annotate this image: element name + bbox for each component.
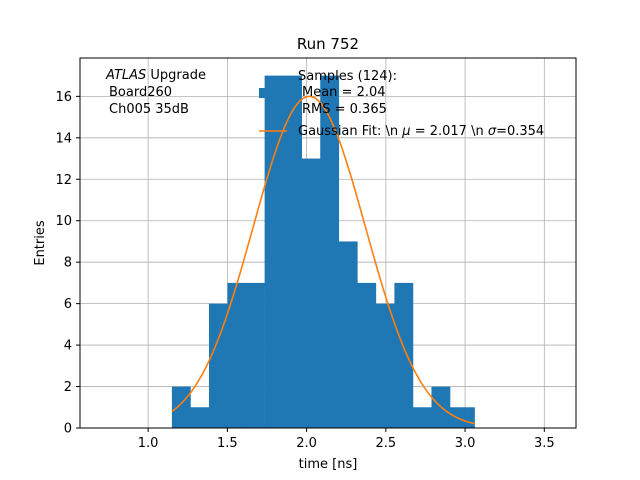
histogram-bar: [450, 407, 469, 428]
y-tick-label: 6: [64, 297, 72, 312]
chart-title: Run 752: [297, 35, 359, 53]
annotation-line-2: Board260: [109, 85, 172, 100]
y-axis-label: Entries: [33, 220, 48, 266]
legend-fit-sigma: σ: [488, 124, 497, 139]
histogram-bar: [394, 282, 414, 428]
y-tick-label: 16: [55, 90, 72, 105]
histogram-bar: [375, 303, 395, 428]
legend-fit-mu: μ: [401, 124, 410, 139]
histogram-bar: [171, 386, 191, 428]
x-tick-label: 3.5: [534, 436, 555, 451]
histogram-bar: [338, 241, 358, 428]
histogram-bar: [283, 75, 302, 428]
legend-fit-suffix: =0.354: [496, 124, 544, 139]
legend-samples-swatch: [259, 88, 287, 98]
histogram-bar: [468, 407, 475, 428]
legend-samples-line-1: Samples (124):: [298, 69, 397, 84]
x-tick-label: 1.0: [138, 436, 159, 451]
y-tick-label: 0: [64, 422, 72, 437]
y-tick-label: 14: [55, 131, 72, 146]
histogram-bar: [320, 75, 340, 428]
legend-fit-prefix: Gaussian Fit: \n: [298, 124, 402, 139]
y-tick-label: 12: [55, 173, 72, 188]
atlas-text: ATLAS: [105, 68, 146, 83]
legend-samples-line-2: Mean = 2.04: [302, 85, 386, 100]
histogram-bar: [357, 282, 377, 428]
legend-fit-label: Gaussian Fit: \n μ = 2.017 \n σ=0.354: [298, 124, 544, 139]
upgrade-text: Upgrade: [146, 68, 206, 83]
run-annotation: ATLAS Upgrade Board260 Ch005 35dB: [105, 68, 206, 117]
annotation-line-3: Ch005 35dB: [109, 102, 189, 117]
x-tick-label: 2.0: [296, 436, 317, 451]
histogram-bars: [171, 75, 475, 428]
x-axis-label: time [ns]: [299, 457, 358, 472]
histogram-bar: [208, 303, 228, 428]
histogram-bar: [264, 75, 284, 428]
legend: Samples (124): Mean = 2.04 RMS = 0.365 G…: [259, 69, 544, 139]
legend-fit-mid: = 2.017 \n: [411, 124, 488, 139]
plot-frame: [79, 57, 577, 429]
y-tick-label: 2: [64, 380, 72, 395]
histogram-bar: [412, 407, 432, 428]
annotation-line-1: ATLAS Upgrade: [105, 68, 206, 83]
y-tick-label: 10: [55, 214, 72, 229]
y-tick-label: 4: [64, 339, 72, 354]
histogram-bar: [190, 407, 210, 428]
x-tick-label: 2.5: [375, 436, 396, 451]
histogram-bar: [246, 282, 265, 428]
x-tick-label: 1.5: [217, 436, 238, 451]
x-tick-label: 3.0: [455, 436, 476, 451]
histogram-bar: [227, 282, 247, 428]
x-axis-ticks: 1.0 1.5 2.0 2.5 3.0 3.5: [138, 428, 555, 451]
gaussian-fit-curve: [171, 95, 475, 425]
y-tick-label: 8: [64, 256, 72, 271]
legend-samples-line-3: RMS = 0.365: [302, 102, 387, 117]
y-axis-ticks: 0 2 4 6 8 10 12 14 16: [55, 90, 80, 437]
histogram-bar: [301, 158, 321, 428]
